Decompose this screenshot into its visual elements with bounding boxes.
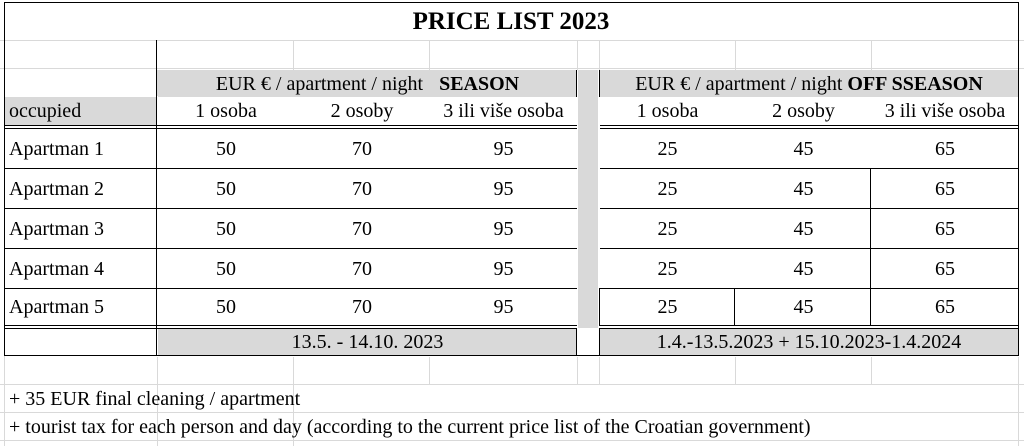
season-unit: EUR € / apartment / night	[215, 72, 424, 95]
price-cell: 95	[493, 257, 514, 280]
price-cell: 95	[493, 137, 514, 160]
season-col-3-osoba: 3 ili više osoba	[443, 100, 564, 122]
price-cell: 70	[352, 217, 372, 240]
price-cell: 95	[493, 217, 514, 240]
price-cell: 45	[793, 257, 814, 280]
price-cell: 70	[352, 177, 372, 200]
off-season-dates-fill	[600, 329, 1018, 356]
price-cell: 70	[352, 296, 372, 318]
separator-column	[578, 70, 598, 328]
row-name: Apartman 4	[9, 257, 104, 280]
row-name: Apartman 2	[9, 177, 104, 200]
price-cell: 65	[935, 137, 955, 160]
off-season-dates: 1.4.-13.5.2023 + 15.10.2023-1.4.2024	[656, 331, 962, 353]
occupied-fill	[4, 97, 156, 125]
price-cell: 45	[793, 177, 814, 200]
price-cell: 50	[216, 137, 236, 160]
season-name: SEASON	[439, 72, 520, 95]
price-cell: 95	[493, 177, 514, 200]
price-cell: 65	[935, 177, 955, 200]
row-name: Apartman 3	[9, 217, 104, 240]
off-season-name: OFF SSEASON	[847, 72, 983, 95]
price-cell: 25	[657, 137, 678, 160]
off-season-header: EUR € / apartment / night OFF SSEASON	[600, 70, 1018, 97]
season-header-fill	[158, 70, 577, 97]
row-name: Apartman 5	[9, 296, 104, 318]
row-name: Apartman 1	[9, 137, 104, 160]
off-col-1-osoba: 1 osoba	[636, 100, 699, 122]
price-cell: 65	[935, 217, 955, 240]
price-cell: 25	[657, 257, 678, 280]
price-cell: 25	[657, 296, 678, 318]
off-col-2-osoby: 2 osoby	[772, 100, 835, 122]
season-dates-fill	[158, 329, 577, 356]
price-cell: 45	[793, 137, 814, 160]
off-col-3-osoba: 3 ili više osoba	[884, 100, 1006, 122]
note-tourist-tax: + tourist tax for each person and day (a…	[9, 415, 811, 438]
price-cell: 70	[352, 257, 372, 280]
price-cell: 50	[216, 257, 236, 280]
price-cell: 25	[657, 177, 678, 200]
price-cell: 50	[216, 217, 236, 240]
occupied-label: occupied	[9, 100, 82, 122]
note-cleaning: + 35 EUR final cleaning / apartment	[9, 387, 301, 410]
price-cell: 25	[657, 217, 678, 240]
off-season-header-fill	[600, 70, 1018, 97]
season-col-1-osoba: 1 osoba	[195, 100, 257, 122]
price-cell: 45	[793, 217, 814, 240]
off-season-unit: EUR € / apartment / night	[635, 72, 843, 95]
price-cell: 65	[935, 257, 955, 280]
price-cell: 95	[493, 296, 514, 318]
page-title: PRICE LIST 2023	[412, 7, 610, 35]
price-cell: 70	[352, 137, 372, 160]
season-header: EUR € / apartment / night SEASON	[158, 70, 577, 97]
price-cell: 50	[216, 177, 236, 200]
price-cell: 45	[793, 296, 814, 318]
price-cell: 65	[935, 296, 955, 318]
season-dates: 13.5. - 14.10. 2023	[291, 331, 444, 353]
season-col-2-osoby: 2 osoby	[330, 100, 394, 122]
price-cell: 50	[216, 296, 236, 318]
